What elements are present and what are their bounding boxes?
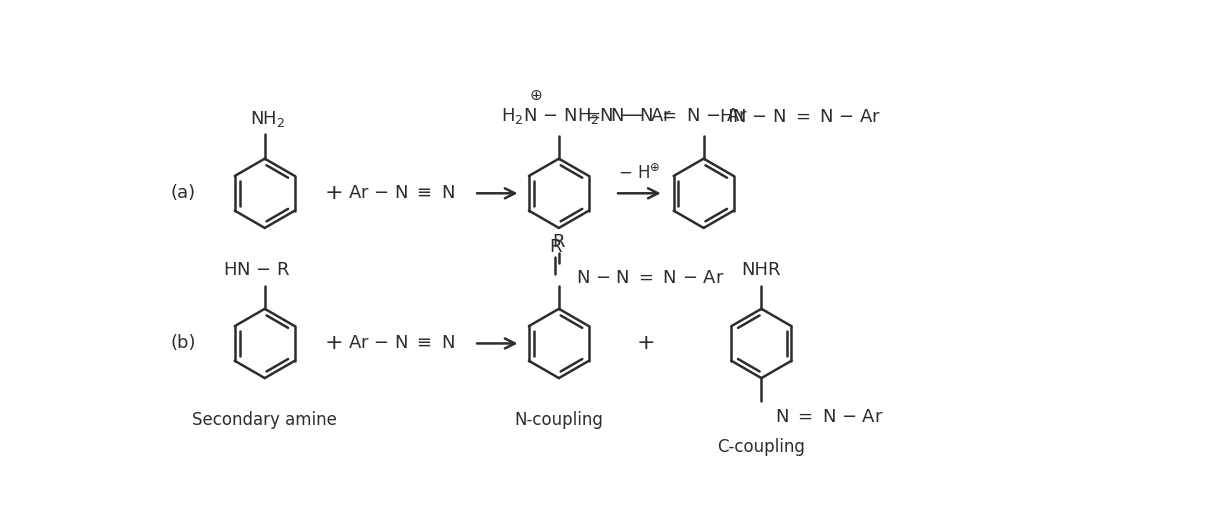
- Text: N $=$ N $-$ Ar: N $=$ N $-$ Ar: [776, 408, 884, 425]
- Text: Secondary amine: Secondary amine: [192, 411, 337, 430]
- Text: $-$ H$^{\oplus}$: $-$ H$^{\oplus}$: [618, 164, 661, 184]
- Text: +: +: [636, 333, 655, 354]
- Text: NHR: NHR: [741, 261, 782, 279]
- Text: NH$_2$: NH$_2$: [250, 109, 286, 128]
- Text: R: R: [549, 238, 561, 256]
- Text: +: +: [325, 184, 343, 203]
- Text: (a): (a): [171, 184, 196, 202]
- Text: Ar $-$ N $\equiv$ N: Ar $-$ N $\equiv$ N: [348, 334, 455, 353]
- Text: N-coupling: N-coupling: [515, 411, 603, 430]
- Text: R: R: [553, 233, 565, 251]
- Text: ⊕: ⊕: [529, 88, 542, 103]
- Text: H$_2$N $-$ N $=$ N $-$ Ar: H$_2$N $-$ N $=$ N $-$ Ar: [577, 106, 748, 125]
- Text: HN $-$ R: HN $-$ R: [223, 261, 291, 279]
- Text: (b): (b): [171, 334, 196, 353]
- Text: N $-$ N $=$ N $-$ Ar: N $-$ N $=$ N $-$ Ar: [576, 269, 725, 287]
- Text: HN $-$ N $=$ N $-$ Ar: HN $-$ N $=$ N $-$ Ar: [719, 108, 881, 126]
- Text: C-coupling: C-coupling: [718, 438, 805, 457]
- Text: Ar $-$ N $\equiv$ N: Ar $-$ N $\equiv$ N: [348, 184, 455, 202]
- Text: +: +: [325, 333, 343, 354]
- Text: H$_2$N $-$ N $=$ N $-$ Ar: H$_2$N $-$ N $=$ N $-$ Ar: [501, 106, 672, 125]
